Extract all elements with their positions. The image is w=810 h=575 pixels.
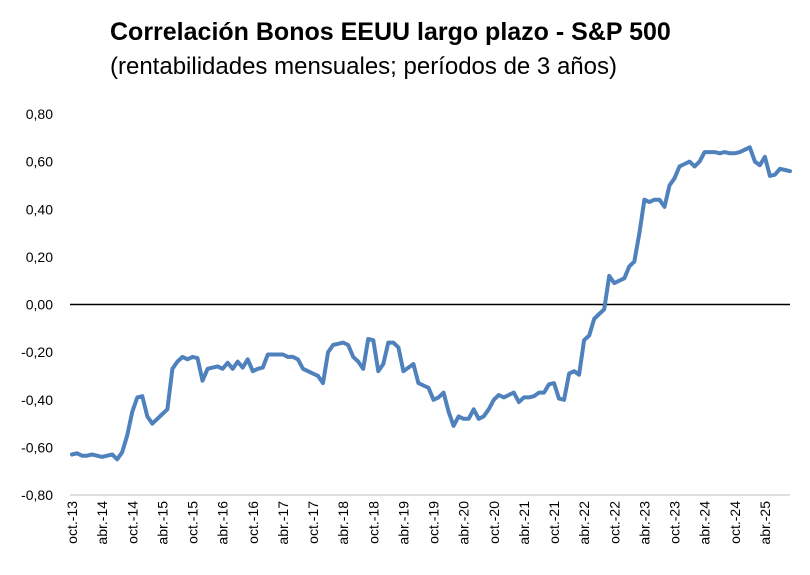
y-tick-label: 0,60 [26, 154, 53, 170]
x-tick-label: abr.-15 [154, 501, 170, 545]
y-tick-label: 0,00 [26, 297, 53, 313]
x-tick-label: oct.-16 [245, 501, 261, 544]
x-tick-label: oct.-15 [185, 501, 201, 544]
chart-title: Correlación Bonos EEUU largo plazo - S&P… [110, 18, 671, 46]
x-tick-label: abr.-21 [516, 501, 532, 545]
x-tick-label: abr.-20 [456, 501, 472, 545]
x-tick-label: abr.-23 [636, 501, 652, 545]
x-tick-label: oct.-14 [124, 501, 140, 544]
chart-title-block: Correlación Bonos EEUU largo plazo - S&P… [110, 18, 671, 81]
x-tick-label: abr.-22 [576, 501, 592, 545]
chart-subtitle: (rentabilidades mensuales; períodos de 3… [110, 53, 617, 80]
x-tick-label: oct.-19 [426, 501, 442, 544]
x-tick-label: oct.-13 [64, 501, 80, 544]
x-tick-label: abr.-25 [757, 501, 773, 545]
x-tick-label: oct.-22 [606, 501, 622, 544]
x-tick-label: oct.-18 [365, 501, 381, 544]
x-tick-label: oct.-24 [727, 501, 743, 544]
x-tick-label: oct.-17 [305, 501, 321, 544]
x-tick-label: oct.-23 [667, 501, 683, 544]
x-tick-label: abr.-14 [94, 501, 110, 545]
y-tick-label: -0,40 [21, 392, 53, 408]
x-tick-label: abr.-24 [697, 501, 713, 545]
x-tick-label: oct.-20 [486, 501, 502, 544]
x-tick-label: oct.-21 [546, 501, 562, 544]
y-tick-label: 0,20 [26, 249, 53, 265]
y-tick-label: 0,40 [26, 201, 53, 217]
y-axis-ticks: 0,80 0,60 0,40 0,20 0,00 -0,20 -0,40 -0,60 -0,80 [21, 106, 53, 503]
y-tick-label: -0,80 [21, 487, 53, 503]
x-axis-ticks: oct.-13 abr.-14 oct.-14 abr.-15 oct.-15 abr.-… [64, 501, 773, 545]
x-tick-label: abr.-18 [335, 501, 351, 545]
y-tick-label: -0,20 [21, 344, 53, 360]
x-tick-label: abr.-16 [215, 501, 231, 545]
x-tick-label: abr.-19 [395, 501, 411, 545]
y-tick-label: 0,80 [26, 106, 53, 122]
y-tick-label: -0,60 [21, 439, 53, 455]
x-tick-label: abr.-17 [275, 501, 291, 545]
series-line-correlation [70, 145, 792, 462]
